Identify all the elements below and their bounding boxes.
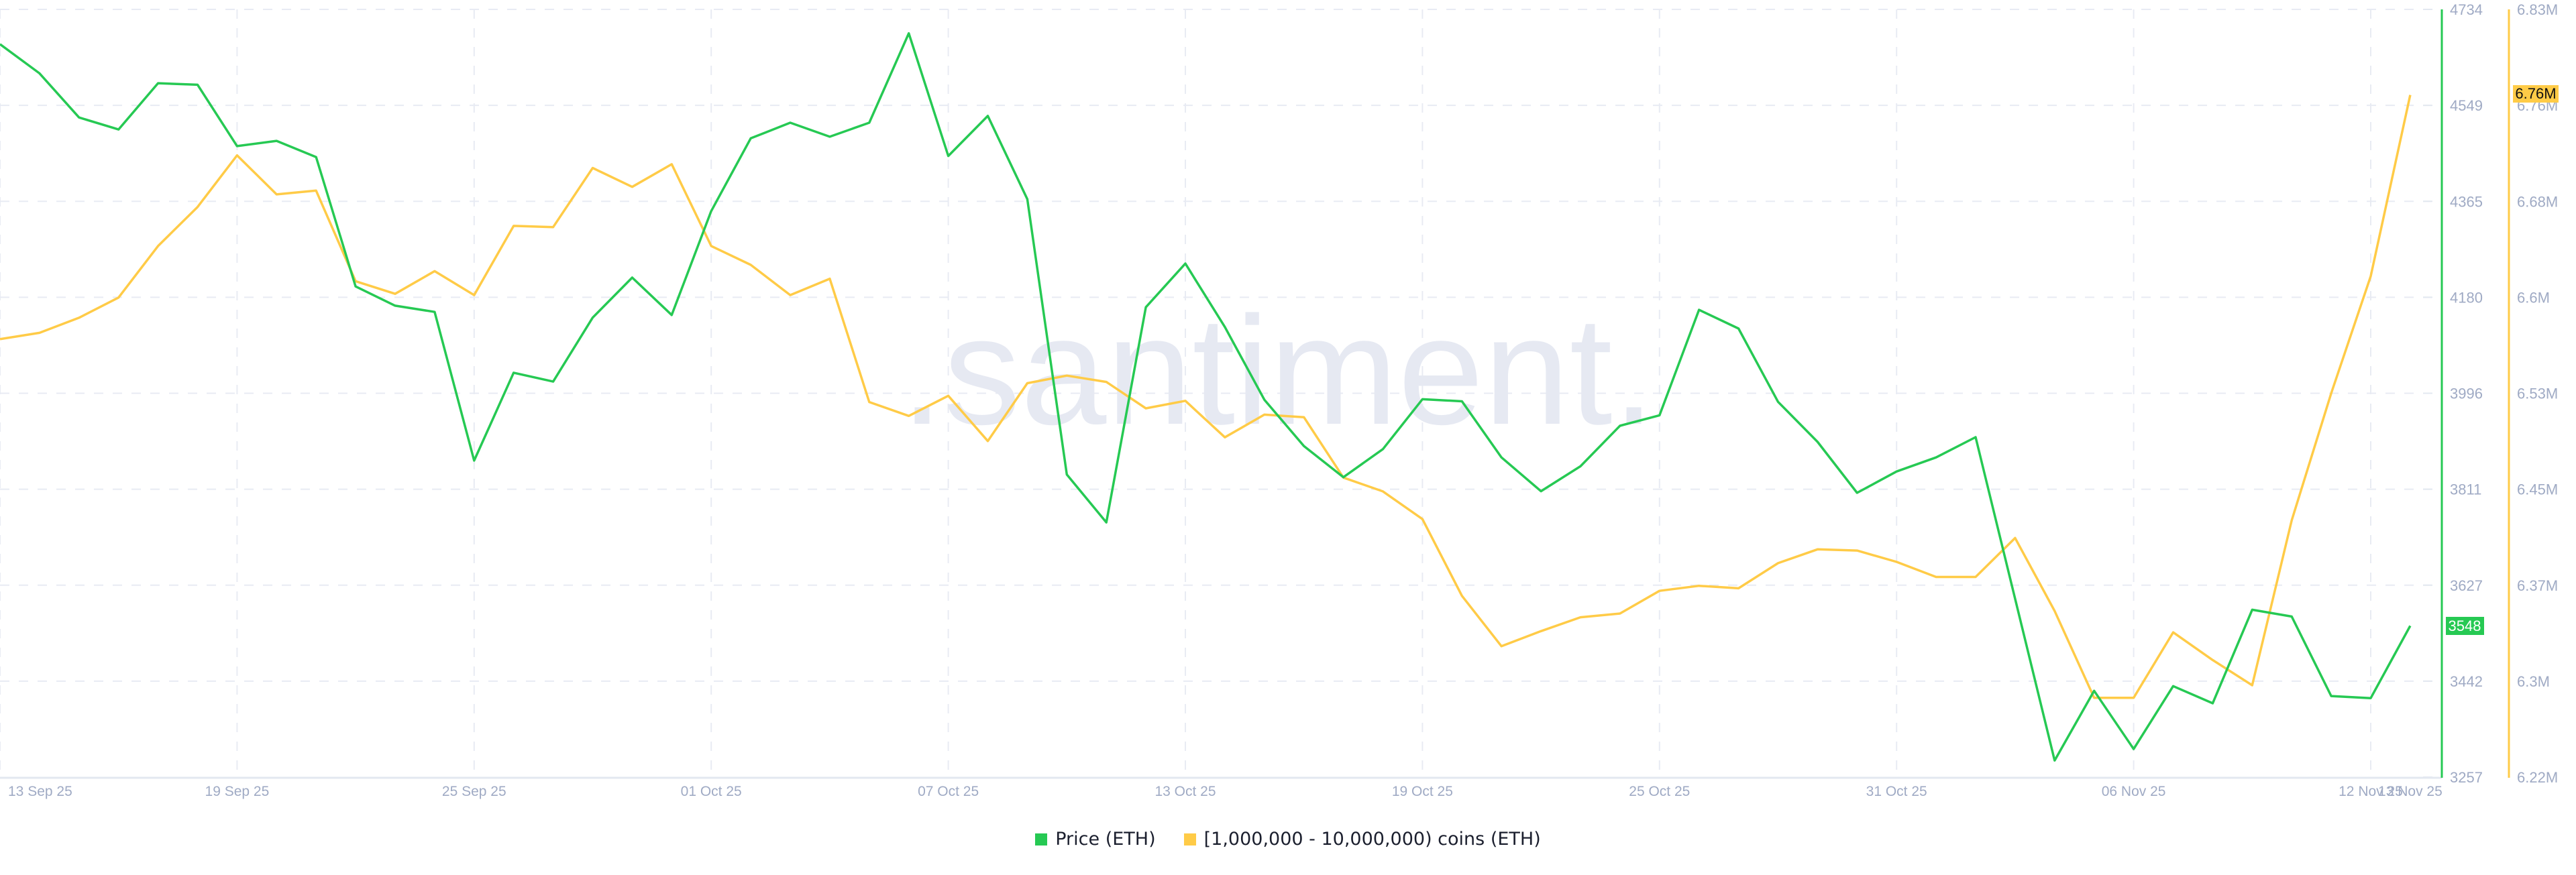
x-axis-ticks: 13 Sep 25 19 Sep 25 25 Sep 25 01 Oct 25 07 O… bbox=[8, 784, 2443, 799]
price-tick-label: 4549 bbox=[2450, 97, 2483, 114]
holders-tick-label: 6.45M bbox=[2517, 481, 2558, 498]
series-path[interactable] bbox=[0, 95, 2412, 699]
x-tick-label: 06 Nov 25 bbox=[2102, 784, 2166, 799]
x-tick-label: 12 Nov 25 bbox=[2339, 784, 2403, 799]
x-tick-label: 07 Oct 25 bbox=[918, 784, 979, 799]
price-axis-ticks: 4734 4549 4365 4180 3996 3811 3627 3442 3257 bbox=[2423, 1, 2483, 786]
holders-tick-label: 6.6M bbox=[2517, 289, 2550, 306]
price-tick-label: 4365 bbox=[2450, 193, 2483, 210]
price-current-badge: 3548 bbox=[2446, 617, 2484, 635]
holders-tick-label: 6.53M bbox=[2517, 386, 2558, 402]
price-tick-label: 3996 bbox=[2450, 386, 2483, 402]
chart-legend: Price (ETH) [1,000,000 - 10,000,000) coi… bbox=[0, 829, 2576, 850]
price-tick-label: 4180 bbox=[2450, 289, 2483, 306]
price-tick-label: 3442 bbox=[2450, 673, 2483, 690]
holders-tick-label: 6.22M bbox=[2517, 769, 2558, 786]
x-tick-label: 01 Oct 25 bbox=[681, 784, 742, 799]
x-tick-label: 19 Sep 25 bbox=[205, 784, 270, 799]
holders-tick-label: 6.68M bbox=[2517, 193, 2558, 210]
holders-current-badge: 6.76M bbox=[2513, 85, 2559, 103]
price-current-value: 3548 bbox=[2449, 618, 2481, 634]
x-tick-label: 13 Sep 25 bbox=[8, 784, 72, 799]
price-tick-label: 4734 bbox=[2450, 1, 2483, 18]
price-tick-label: 3627 bbox=[2450, 577, 2483, 594]
price-series-line[interactable] bbox=[0, 32, 2412, 762]
legend-item-price[interactable]: Price (ETH) bbox=[1035, 829, 1156, 850]
price-tick-label: 3257 bbox=[2450, 769, 2483, 786]
santiment-watermark: .santiment. bbox=[901, 284, 1656, 457]
x-tick-label: 31 Oct 25 bbox=[1866, 784, 1927, 799]
holders-tick-label: 6.3M bbox=[2517, 673, 2550, 690]
x-tick-label: 19 Oct 25 bbox=[1392, 784, 1453, 799]
x-tick-label: 25 Oct 25 bbox=[1629, 784, 1690, 799]
x-tick-label: 13 Nov 25 bbox=[2378, 784, 2443, 799]
x-tick-label: 25 Sep 25 bbox=[442, 784, 506, 799]
holders-tick-label: 6.37M bbox=[2517, 577, 2558, 594]
price-tick-label: 3811 bbox=[2450, 481, 2481, 498]
holders-swatch-icon bbox=[1183, 833, 1196, 845]
legend-label: [1,000,000 - 10,000,000) coins (ETH) bbox=[1203, 829, 1541, 850]
price-swatch-icon bbox=[1035, 833, 1048, 845]
x-tick-label: 13 Oct 25 bbox=[1155, 784, 1216, 799]
holders-axis-ticks: 6.83M 6.76M 6.68M 6.6M 6.53M 6.45M 6.37M 6.3M 6.… bbox=[2517, 1, 2558, 786]
holders-tick-label: 6.83M bbox=[2517, 1, 2558, 18]
legend-label: Price (ETH) bbox=[1055, 829, 1156, 850]
holders-current-value: 6.76M bbox=[2515, 85, 2556, 102]
gridlines bbox=[0, 9, 2432, 777]
legend-item-holders[interactable]: [1,000,000 - 10,000,000) coins (ETH) bbox=[1183, 829, 1541, 850]
series-path[interactable] bbox=[0, 32, 2412, 762]
holders-series-line[interactable] bbox=[0, 95, 2412, 699]
